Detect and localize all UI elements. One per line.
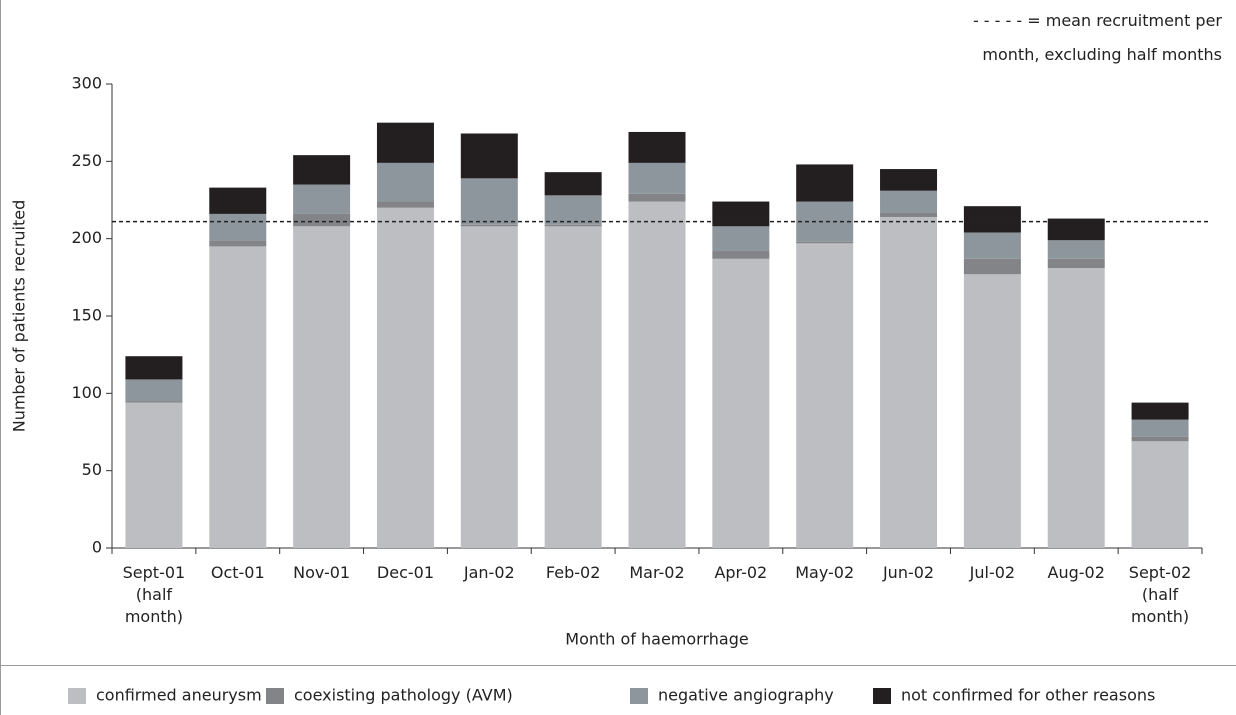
- bar-segment: [293, 226, 351, 548]
- bar-segment: [1047, 240, 1105, 259]
- bar-segment: [628, 201, 686, 548]
- bar-segment: [1047, 218, 1105, 241]
- bar-segment: [880, 169, 938, 191]
- x-tick-label: Feb-02: [545, 563, 601, 582]
- bar-segment: [963, 206, 1021, 233]
- bar-segment: [1047, 258, 1105, 269]
- legend-label: confirmed aneurysm: [96, 686, 262, 705]
- legend-label: coexisting pathology (AVM): [294, 686, 513, 705]
- bar-segment: [712, 258, 770, 548]
- bar-segment: [796, 201, 854, 242]
- bar-segment: [796, 243, 854, 548]
- bar-segment: [125, 379, 183, 402]
- x-tick-label: Dec-01: [376, 563, 434, 582]
- bar-segment: [544, 226, 602, 548]
- bar-segment: [293, 213, 351, 227]
- y-tick-label: 100: [71, 383, 102, 402]
- bar-segment: [1131, 436, 1189, 442]
- legend-swatch: [873, 688, 891, 704]
- bar-segment: [209, 240, 267, 247]
- bar-segment: [376, 162, 434, 202]
- bar-segment: [376, 122, 434, 163]
- bar-segment: [209, 187, 267, 214]
- annotation: - - - - - = mean recruitment per month, …: [972, 11, 1222, 64]
- x-tick-label: Nov-01: [293, 563, 351, 582]
- x-tick-label: Aug-02: [1047, 563, 1105, 582]
- bar-segment: [628, 193, 686, 202]
- bar-segment: [963, 274, 1021, 548]
- bar-segment: [628, 131, 686, 163]
- x-tick-label: Oct-01: [210, 563, 265, 582]
- bar-segment: [1131, 402, 1189, 420]
- bar-segment: [125, 401, 183, 403]
- bar-segment: [209, 246, 267, 548]
- bar-segment: [460, 133, 518, 179]
- bar-segment: [796, 164, 854, 202]
- y-tick-label: 150: [71, 306, 102, 325]
- bar-segment: [125, 356, 183, 380]
- bar-segment: [712, 226, 770, 252]
- bar-segment: [880, 217, 938, 548]
- bar-segment: [712, 201, 770, 227]
- y-axis-label: Number of patients recruited: [10, 200, 29, 433]
- y-tick-label: 300: [71, 74, 102, 93]
- bar-segment: [293, 155, 351, 185]
- bar-segment: [460, 224, 518, 227]
- bar-segment: [712, 251, 770, 259]
- bar-segment: [880, 190, 938, 213]
- bar-segment: [963, 258, 1021, 275]
- bar-segment: [544, 172, 602, 196]
- bar-segment: [880, 212, 938, 218]
- bar-segment: [376, 207, 434, 548]
- y-tick-label: 250: [71, 151, 102, 170]
- x-tick-label: Sept-02 (half month): [1128, 563, 1192, 626]
- bar-segment: [1047, 268, 1105, 548]
- bar-segment: [460, 178, 518, 225]
- x-tick-label: Sept-01 (half month): [122, 563, 186, 626]
- bar-segment: [544, 195, 602, 225]
- x-tick-label: Jan-02: [463, 563, 515, 582]
- x-tick-label: Mar-02: [629, 563, 685, 582]
- bar-segment: [1131, 441, 1189, 548]
- bar-segment: [1131, 419, 1189, 437]
- y-tick-label: 0: [92, 538, 102, 557]
- legend-swatch: [68, 688, 86, 704]
- bar-segment: [293, 184, 351, 214]
- x-tick-label: Apr-02: [714, 563, 768, 582]
- bar-segment: [376, 201, 434, 208]
- x-tick-label: Jun-02: [882, 563, 935, 582]
- bar-segment: [460, 226, 518, 548]
- x-tick-label: May-02: [795, 563, 855, 582]
- y-tick-label: 50: [82, 460, 102, 479]
- bar-segment: [544, 224, 602, 227]
- legend-label: negative angiography: [658, 686, 834, 705]
- bar-segment: [125, 402, 183, 548]
- legend-swatch: [266, 688, 284, 704]
- bar-segment: [963, 232, 1021, 259]
- x-axis-label: Month of haemorrhage: [565, 630, 748, 649]
- bar-segment: [209, 213, 267, 241]
- y-tick-label: 200: [71, 228, 102, 247]
- legend-swatch: [630, 688, 648, 704]
- x-tick-label: Jul-02: [969, 563, 1016, 582]
- bar-segment: [628, 162, 686, 194]
- bar-segment: [796, 241, 854, 244]
- legend-label: not confirmed for other reasons: [901, 686, 1155, 705]
